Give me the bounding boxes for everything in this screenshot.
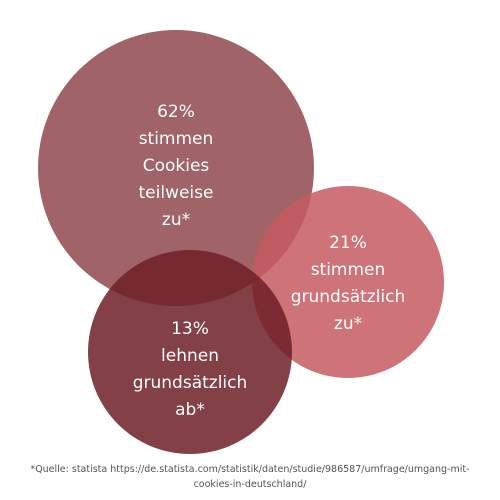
bubble-label-line: zu* <box>162 210 190 230</box>
bubble-label-line: lehnen <box>161 346 219 366</box>
bubble-grundsaetzlich-zu <box>252 186 444 378</box>
bubble-label-lehnen-ab: 13% lehnen grundsätzlich ab* <box>133 319 248 420</box>
bubble-label-line: 13% <box>171 319 209 339</box>
bubble-label-teilweise-zu: 62% stimmen Cookies teilweise zu* <box>139 102 214 230</box>
bubble-label-line: grundsätzlich <box>291 287 406 307</box>
bubble-label-line: grundsätzlich <box>133 373 248 393</box>
bubble-label-grundsaetzlich-zu: 21% stimmen grundsätzlich zu* <box>291 233 406 334</box>
bubble-labels: 62% stimmen Cookies teilweise zu* 21% stimmen g… <box>133 102 406 420</box>
footnote-line-2: cookies-in-deutschland/ <box>193 479 307 490</box>
bubble-label-line: stimmen <box>139 129 214 149</box>
bubble-label-line: ab* <box>175 400 205 420</box>
bubble-label-line: zu* <box>334 314 362 334</box>
bubble-label-line: Cookies <box>143 156 210 176</box>
bubble-label-line: 62% <box>157 102 195 122</box>
source-footnote: *Quelle: statista https://de.statista.co… <box>0 462 500 492</box>
bubble-label-line: teilweise <box>139 183 214 203</box>
bubble-lehnen-ab <box>88 250 292 454</box>
bubble-label-line: stimmen <box>311 260 386 280</box>
footnote-line-1: *Quelle: statista https://de.statista.co… <box>30 464 470 475</box>
bubble-teilweise-zu <box>38 30 314 306</box>
bubble-label-line: 21% <box>329 233 367 253</box>
